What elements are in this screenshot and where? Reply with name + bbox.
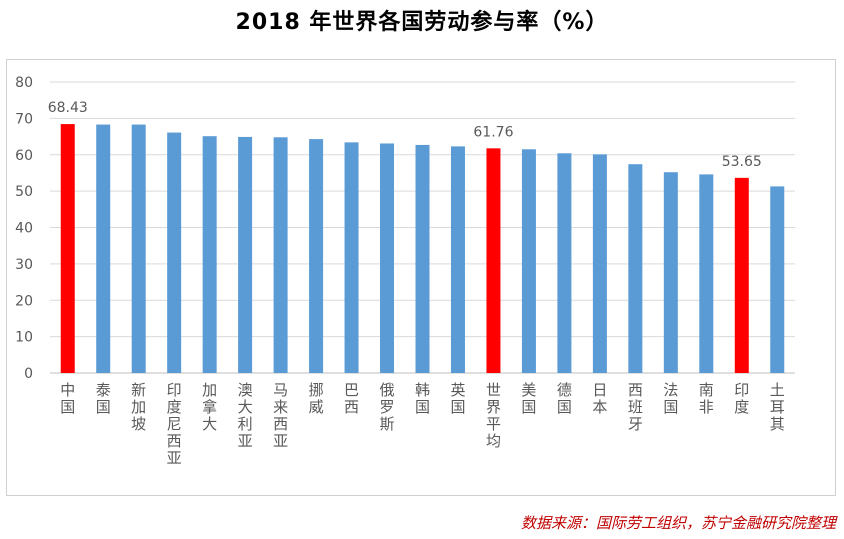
- bar: [663, 172, 678, 373]
- x-tick-label: 中国: [60, 381, 75, 416]
- bar: [238, 136, 253, 373]
- x-tick-label: 韩国: [415, 381, 430, 416]
- bar: [344, 142, 359, 373]
- chart-title: 2018 年世界各国劳动参与率（%）: [235, 10, 609, 35]
- bar: [415, 144, 430, 373]
- x-tick-label: 南非: [699, 381, 714, 416]
- bar: [628, 164, 643, 373]
- bar: [486, 148, 501, 373]
- bar: [96, 124, 111, 373]
- x-tick-label: 美国: [521, 381, 536, 416]
- bar: [734, 177, 749, 373]
- y-tick-label: 60: [15, 148, 33, 164]
- x-tick-label: 马来西亚: [273, 381, 288, 450]
- x-tick-label: 英国: [450, 381, 465, 416]
- y-tick-label: 30: [15, 257, 33, 273]
- x-tick-label: 法国: [663, 381, 678, 416]
- x-tick-label: 澳大利亚: [238, 381, 253, 450]
- chart-frame: [6, 59, 836, 496]
- x-tick-label: 挪威: [309, 381, 324, 416]
- x-tick-label: 泰国: [96, 381, 111, 416]
- bar: [450, 146, 465, 373]
- x-tick-label: 印度尼西亚: [167, 381, 182, 467]
- y-tick-label: 40: [15, 221, 33, 237]
- data-label: 68.43: [48, 100, 88, 116]
- y-tick-label: 0: [24, 366, 33, 382]
- bar: [167, 132, 182, 373]
- source-note: 数据来源：国际劳工组织，苏宁金融研究院整理: [520, 514, 836, 532]
- x-tick-label: 德国: [557, 381, 572, 416]
- x-tick-label: 世界平均: [486, 381, 501, 450]
- bar: [60, 124, 75, 373]
- bar: [521, 149, 536, 373]
- x-tick-label: 西班牙: [628, 381, 643, 433]
- y-tick-label: 80: [15, 75, 33, 91]
- bar: [557, 153, 572, 373]
- x-tick-label: 巴西: [344, 381, 359, 416]
- bar: [202, 136, 217, 373]
- y-tick-label: 70: [15, 111, 33, 127]
- bar: [592, 154, 607, 373]
- x-tick-label: 印度: [734, 381, 749, 416]
- x-tick-label: 日本: [592, 381, 607, 416]
- bar: [131, 124, 146, 373]
- x-tick-label: 俄罗斯: [380, 381, 395, 433]
- bar: [699, 174, 714, 373]
- x-tick-label: 土耳其: [770, 381, 785, 433]
- bar: [380, 143, 395, 373]
- x-tick-label: 加拿大: [202, 381, 217, 433]
- y-tick-label: 20: [15, 293, 33, 309]
- data-label: 53.65: [722, 154, 762, 170]
- y-tick-label: 10: [15, 330, 33, 346]
- bar: [770, 186, 785, 373]
- bar: [309, 139, 324, 373]
- data-label: 61.76: [473, 124, 513, 140]
- bar: [273, 137, 288, 373]
- y-tick-label: 50: [15, 184, 33, 200]
- x-tick-label: 新加坡: [131, 381, 146, 433]
